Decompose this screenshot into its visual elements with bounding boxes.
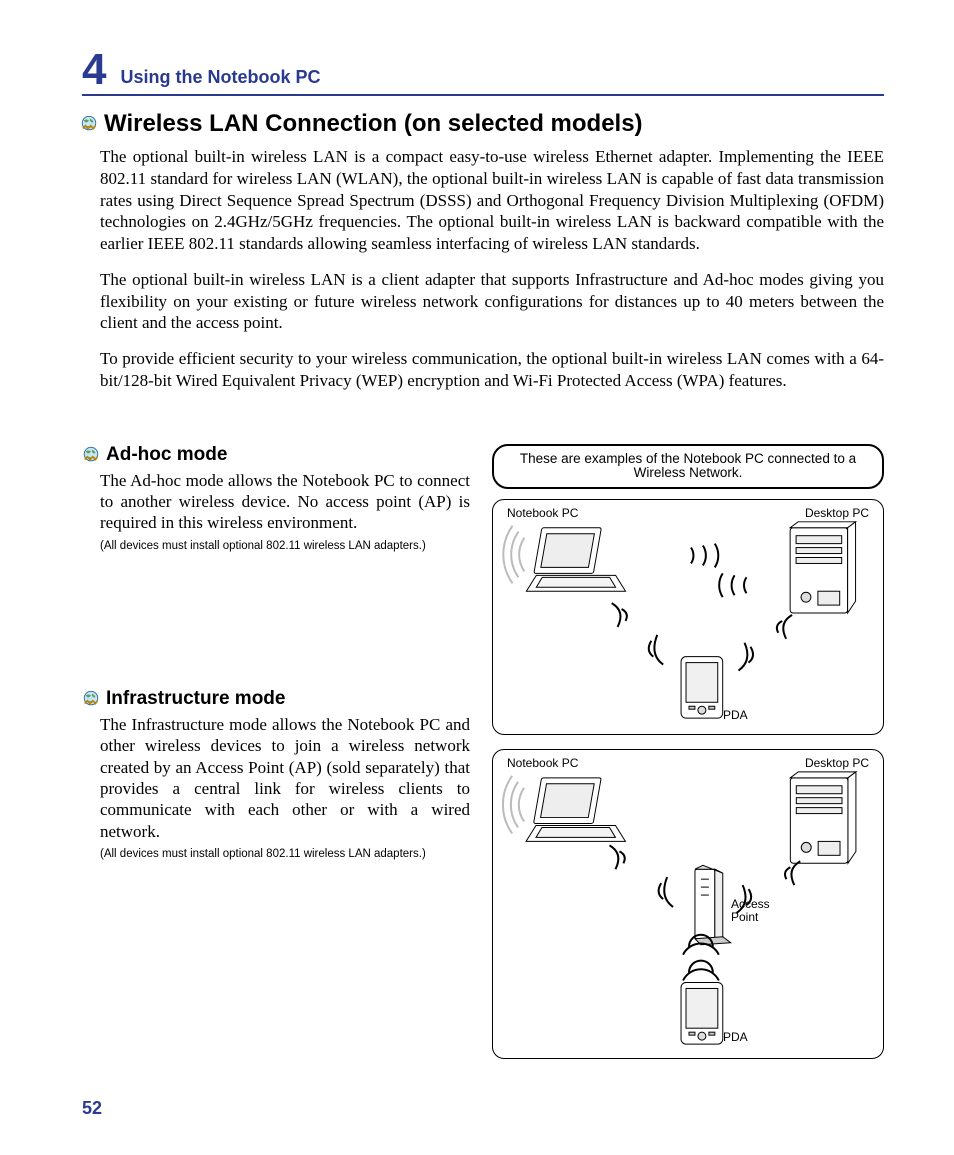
label-desktop: Desktop PC — [805, 506, 869, 520]
chapter-header: 4 Using the Notebook PC — [82, 48, 884, 96]
adhoc-diagram: Notebook PC Desktop PC PDA — [492, 499, 884, 735]
label-notebook: Notebook PC — [507, 506, 578, 520]
chapter-title: Using the Notebook PC — [120, 67, 320, 88]
label-access-point: Access Point — [731, 898, 770, 924]
infra-svg — [493, 750, 883, 1058]
adhoc-body: The Ad-hoc mode allows the Notebook PC t… — [100, 470, 470, 534]
adhoc-heading-text: Ad-hoc mode — [106, 444, 227, 466]
infra-heading-text: Infrastructure mode — [106, 688, 285, 710]
label-notebook: Notebook PC — [507, 756, 578, 770]
infra-heading: Infrastructure mode — [82, 688, 470, 710]
paragraph-3: To provide efficient security to your wi… — [100, 348, 884, 392]
diagram-caption: These are examples of the Notebook PC co… — [492, 444, 884, 490]
chapter-number: 4 — [82, 48, 106, 92]
globe-icon — [80, 115, 98, 133]
infra-note: (All devices must install optional 802.1… — [100, 848, 470, 860]
page-number: 52 — [82, 1098, 102, 1119]
adhoc-note: (All devices must install optional 802.1… — [100, 540, 470, 552]
globe-icon — [82, 446, 100, 464]
label-pda: PDA — [723, 708, 748, 722]
globe-icon — [82, 690, 100, 708]
paragraph-1: The optional built-in wireless LAN is a … — [100, 146, 884, 255]
label-desktop: Desktop PC — [805, 756, 869, 770]
left-column: Ad-hoc mode The Ad-hoc mode allows the N… — [82, 444, 470, 1060]
adhoc-svg — [493, 500, 883, 734]
two-column-layout: Ad-hoc mode The Ad-hoc mode allows the N… — [82, 444, 884, 1060]
section-heading: Wireless LAN Connection (on selected mod… — [80, 110, 884, 138]
adhoc-heading: Ad-hoc mode — [82, 444, 470, 466]
section-heading-text: Wireless LAN Connection (on selected mod… — [104, 110, 643, 138]
label-pda: PDA — [723, 1030, 748, 1044]
paragraph-2: The optional built-in wireless LAN is a … — [100, 269, 884, 334]
right-column: These are examples of the Notebook PC co… — [492, 444, 884, 1060]
infra-body: The Infrastructure mode allows the Noteb… — [100, 714, 470, 842]
infra-diagram: Notebook PC Desktop PC Access Point PDA — [492, 749, 884, 1059]
